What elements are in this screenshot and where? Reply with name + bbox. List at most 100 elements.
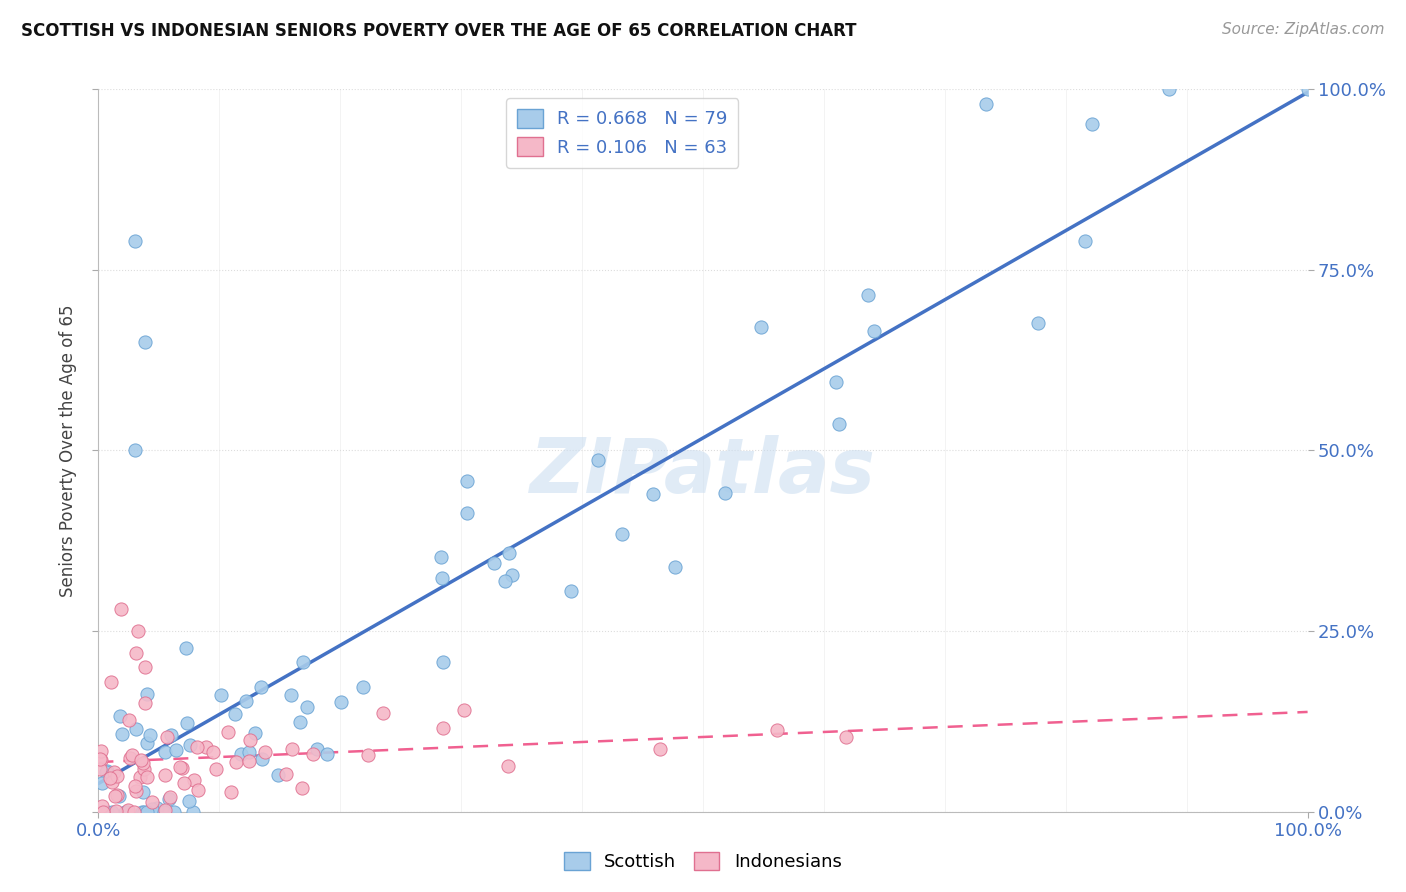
Point [1080, 117, 1102, 131]
Point [1074, 234, 1097, 248]
Point [560, 583, 582, 598]
Point [100, 774, 122, 789]
Point [224, 707, 246, 722]
Legend: R = 0.668   N = 79, R = 0.106   N = 63: R = 0.668 N = 79, R = 0.106 N = 63 [506, 98, 738, 168]
Point [301, 747, 323, 761]
Point [456, 474, 478, 488]
Point [170, 762, 193, 776]
Point [177, 793, 200, 807]
Point [494, 574, 516, 588]
Point [586, 452, 609, 467]
Point [217, 724, 239, 739]
Point [163, 805, 186, 819]
Point [118, 751, 141, 765]
Point [432, 655, 454, 669]
Point [179, 738, 201, 752]
Point [176, 715, 198, 730]
Point [141, 795, 163, 809]
Point [749, 320, 772, 334]
Point [209, 688, 232, 702]
Point [280, 688, 302, 702]
Point [219, 785, 242, 799]
Point [305, 742, 328, 756]
Point [105, 789, 128, 803]
Point [176, 641, 198, 656]
Point [89, 763, 111, 777]
Point [117, 803, 139, 817]
Point [186, 739, 208, 754]
Text: ZIPatlas: ZIPatlas [530, 435, 876, 509]
Point [125, 784, 148, 798]
Point [267, 767, 290, 781]
Point [91, 799, 114, 814]
Point [429, 550, 451, 565]
Point [132, 785, 155, 799]
Point [456, 506, 478, 520]
Text: SCOTTISH VS INDONESIAN SENIORS POVERTY OVER THE AGE OF 65 CORRELATION CHART: SCOTTISH VS INDONESIAN SENIORS POVERTY O… [21, 22, 856, 40]
Point [157, 792, 180, 806]
Point [146, 801, 169, 815]
Point [352, 680, 374, 694]
Point [128, 624, 150, 639]
Point [89, 751, 111, 765]
Point [827, 417, 849, 431]
Point [1157, 82, 1180, 96]
Point [103, 765, 125, 780]
Point [96, 764, 118, 778]
Point [138, 728, 160, 742]
Point [90, 753, 112, 767]
Point [501, 568, 523, 582]
Point [974, 96, 997, 111]
Point [834, 730, 856, 744]
Point [108, 789, 131, 803]
Point [104, 789, 127, 803]
Point [496, 759, 519, 773]
Point [90, 744, 112, 758]
Point [650, 742, 672, 756]
Point [766, 723, 789, 738]
Text: Source: ZipAtlas.com: Source: ZipAtlas.com [1222, 22, 1385, 37]
Point [432, 571, 454, 585]
Point [132, 756, 155, 771]
Point [315, 747, 337, 762]
Point [254, 745, 277, 759]
Point [482, 556, 505, 570]
Point [1296, 82, 1319, 96]
Point [291, 781, 314, 796]
Point [139, 805, 162, 819]
Point [169, 760, 191, 774]
Point [136, 736, 159, 750]
Point [105, 804, 128, 818]
Point [432, 721, 454, 735]
Point [235, 694, 257, 708]
Point [643, 487, 665, 501]
Point [664, 559, 686, 574]
Legend: Scottish, Indonesians: Scottish, Indonesians [557, 845, 849, 879]
Point [118, 713, 141, 727]
Point [153, 803, 176, 817]
Point [238, 745, 260, 759]
Point [124, 443, 146, 458]
Point [239, 732, 262, 747]
Point [357, 747, 380, 762]
Point [291, 655, 314, 669]
Point [229, 747, 252, 761]
Point [91, 776, 114, 790]
Point [100, 674, 122, 689]
Point [329, 696, 352, 710]
Point [288, 715, 311, 730]
Point [105, 769, 128, 783]
Point [187, 782, 209, 797]
Point [96, 805, 118, 819]
Point [1026, 316, 1049, 330]
Point [98, 772, 121, 786]
Point [124, 234, 146, 248]
Point [156, 730, 179, 744]
Point [152, 805, 174, 819]
Point [225, 755, 247, 769]
Point [173, 776, 195, 790]
Point [91, 805, 114, 819]
Point [108, 709, 131, 723]
Point [250, 680, 273, 694]
Point [134, 660, 156, 674]
